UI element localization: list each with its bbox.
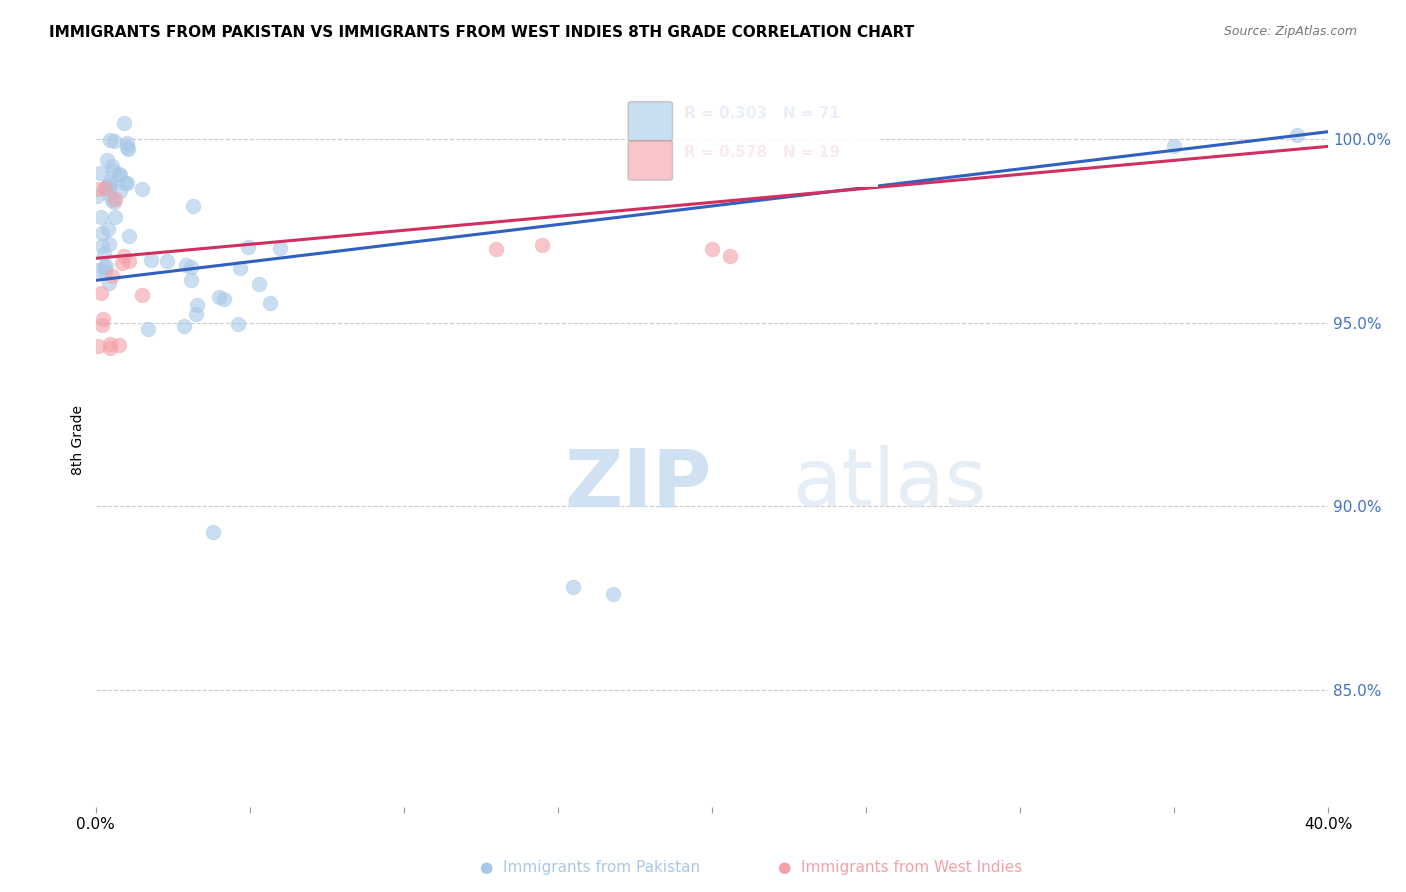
Point (86, 182, 108, 196)
Point (93, 260, 115, 274)
Point (181, 199, 204, 213)
Point (602, 587, 624, 601)
Point (173, 319, 195, 334)
Point (98, 133, 121, 147)
Point (117, 176, 139, 190)
Point (718, 250, 741, 264)
Point (112, 116, 135, 130)
Point (228, 261, 250, 276)
Point (531, 238, 554, 252)
Text: IMMIGRANTS FROM PAKISTAN VS IMMIGRANTS FROM WEST INDIES 8TH GRADE CORRELATION CH: IMMIGRANTS FROM PAKISTAN VS IMMIGRANTS F… (49, 25, 914, 40)
Point (114, 176, 136, 190)
FancyBboxPatch shape (628, 102, 672, 141)
Text: R = 0.578   N = 19: R = 0.578 N = 19 (683, 145, 839, 160)
Point (156, 253, 179, 268)
Point (110, 184, 132, 198)
Point (131, 182, 153, 196)
Point (118, 228, 141, 243)
Text: ZIP: ZIP (564, 445, 711, 523)
Point (87, 263, 110, 277)
Point (208, 290, 231, 304)
FancyBboxPatch shape (628, 141, 672, 180)
Point (247, 277, 270, 292)
Point (269, 241, 291, 255)
Point (98, 337, 121, 351)
Point (101, 193, 124, 207)
Bar (626, 95, 879, 186)
Point (1163, 139, 1185, 153)
Point (98, 186, 121, 201)
Point (117, 139, 139, 153)
Point (94, 181, 117, 195)
Point (87, 339, 110, 353)
Point (94, 180, 117, 194)
Point (104, 192, 127, 206)
Point (184, 307, 207, 321)
Point (101, 160, 124, 174)
Point (91, 238, 114, 252)
Point (101, 269, 124, 284)
Point (98, 237, 121, 252)
Point (131, 288, 153, 302)
Point (91, 227, 114, 241)
Point (101, 164, 124, 178)
Text: ●  Immigrants from West Indies: ● Immigrants from West Indies (778, 861, 1022, 875)
Point (108, 168, 131, 182)
Y-axis label: 8th Grade: 8th Grade (72, 405, 86, 475)
Point (117, 142, 139, 156)
Point (186, 298, 208, 312)
Text: ●  Immigrants from Pakistan: ● Immigrants from Pakistan (481, 861, 700, 875)
Point (98, 179, 121, 194)
Point (236, 240, 259, 254)
Point (115, 136, 138, 150)
Point (91, 312, 114, 326)
Text: Source: ZipAtlas.com: Source: ZipAtlas.com (1223, 25, 1357, 38)
Point (212, 292, 235, 306)
Point (91, 318, 114, 332)
Point (90, 210, 112, 224)
Point (97, 222, 120, 236)
Text: atlas: atlas (792, 445, 987, 523)
Point (98, 175, 121, 189)
Point (103, 194, 125, 209)
Point (201, 524, 224, 539)
Point (562, 580, 585, 594)
Point (94, 259, 117, 273)
Point (96, 153, 118, 167)
Point (139, 252, 162, 267)
Text: R = 0.303   N = 71: R = 0.303 N = 71 (683, 106, 839, 120)
Point (180, 260, 202, 275)
Point (89, 166, 111, 180)
Point (90, 285, 112, 300)
Point (86, 189, 108, 203)
Point (112, 249, 135, 263)
Point (110, 256, 132, 270)
Point (180, 273, 202, 287)
Point (98, 276, 121, 290)
Point (259, 296, 281, 310)
Point (174, 258, 197, 272)
Point (226, 318, 249, 332)
Point (103, 134, 125, 148)
Point (700, 242, 723, 256)
Point (136, 322, 159, 336)
Point (118, 254, 141, 268)
Point (94, 265, 117, 279)
Point (98, 341, 121, 355)
Point (110, 169, 132, 183)
Point (485, 242, 508, 256)
Point (108, 337, 131, 351)
Point (97, 178, 120, 192)
Point (93, 246, 115, 260)
Point (1286, 128, 1309, 143)
Point (104, 211, 127, 225)
